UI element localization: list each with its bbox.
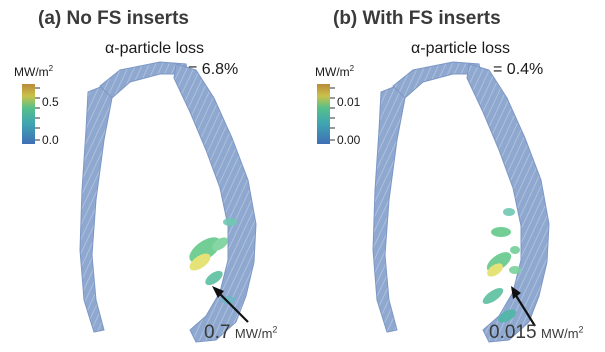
peak-arrow-shaft <box>217 291 249 323</box>
colorbar-unit: MW/m2 <box>14 64 54 79</box>
heat-spots <box>482 208 521 323</box>
vessel-wall-map <box>22 61 257 343</box>
heat-spots <box>189 218 237 304</box>
colorbar-unit: MW/m2 <box>315 64 355 79</box>
colorbar-tick-max: 0.01 <box>337 95 361 109</box>
colorbar-tick-min: 0.00 <box>337 133 361 147</box>
loss-label: α-particle loss <box>105 40 205 57</box>
inner-wall <box>79 83 113 333</box>
panel-with-fs-inserts: (b) With FS inserts α-particle loss = 0.… <box>303 0 605 352</box>
peak-arrow-shaft <box>514 293 536 327</box>
colorbar-tick-min: 0.0 <box>42 133 59 147</box>
colorbar <box>317 84 330 144</box>
loss-value: = 6.8% <box>188 61 239 78</box>
vessel-wall-map <box>317 61 550 343</box>
colorbar <box>22 84 35 144</box>
loss-value: = 0.4% <box>493 61 544 78</box>
peak-annotation: 0.015 MW/m2 <box>489 322 584 343</box>
loss-label: α-particle loss <box>411 40 511 57</box>
colorbar-ticks <box>35 87 40 141</box>
inner-wall <box>372 83 406 333</box>
colorbar-ticks <box>330 87 335 141</box>
panel-no-fs-inserts: (a) No FS inserts α-particle loss = 6.8%… <box>0 0 302 352</box>
panel-title: (a) No FS inserts <box>38 8 189 29</box>
outer-wall <box>173 63 257 343</box>
colorbar-tick-max: 0.5 <box>42 95 59 109</box>
peak-annotation: 0.7 MW/m2 <box>204 322 278 343</box>
peak-arrow-head <box>511 286 521 299</box>
panel-title: (b) With FS inserts <box>333 8 501 29</box>
outer-wall <box>466 63 550 343</box>
peak-arrow-head <box>212 286 224 298</box>
